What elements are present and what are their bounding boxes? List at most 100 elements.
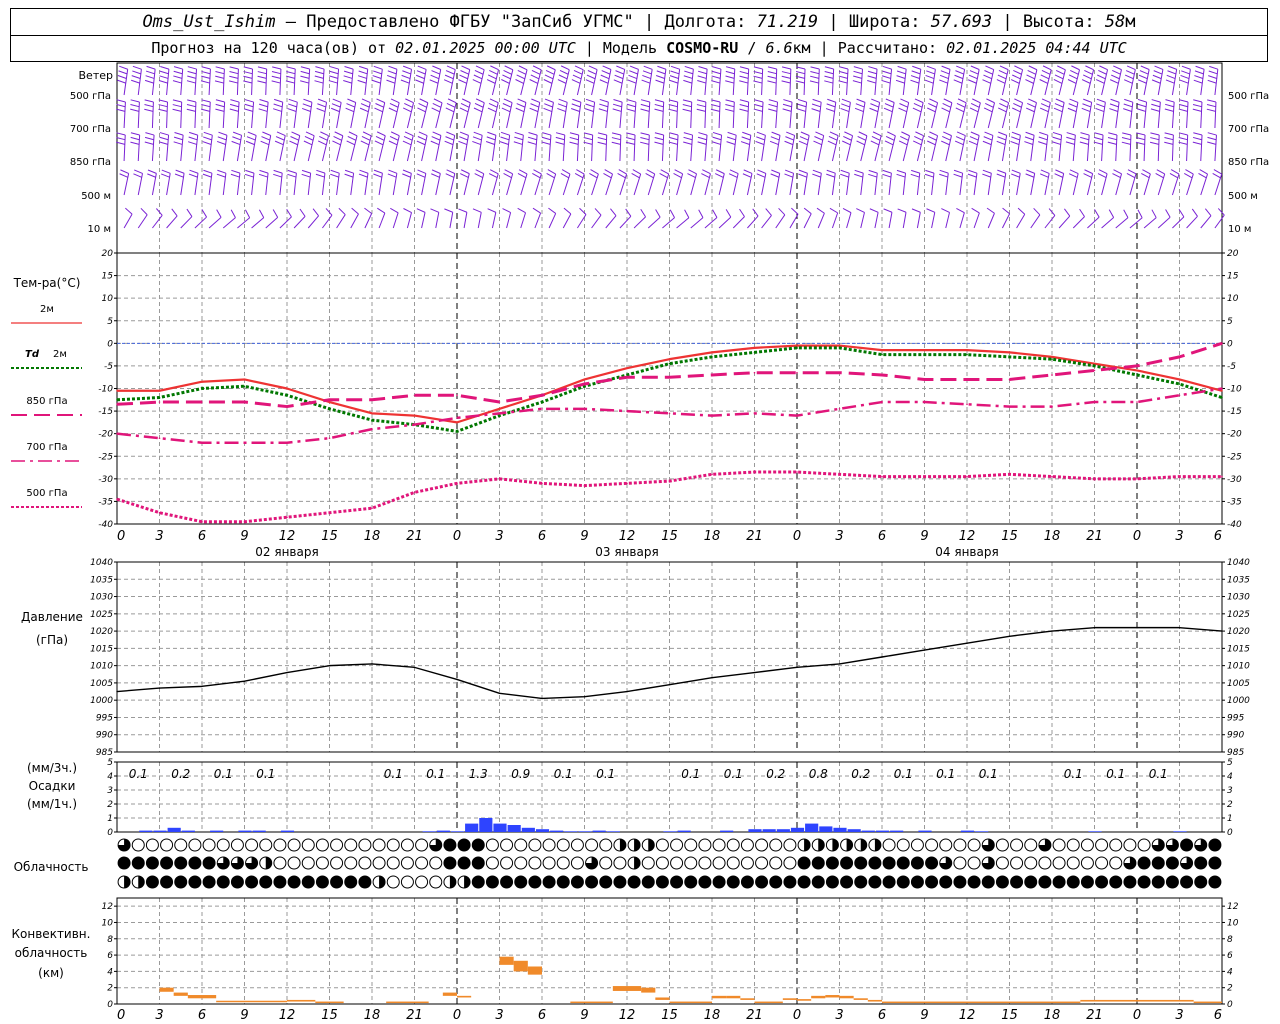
- cloud-cover-circle: [825, 856, 839, 870]
- temperature-point-t2m: [456, 421, 458, 424]
- wind-barb-flag: [884, 103, 894, 108]
- wind-barb-flag: [159, 75, 169, 79]
- wind-barb-shaft: [1214, 173, 1223, 196]
- cloud-cover-circle: [273, 875, 287, 889]
- temperature-point-t500: [668, 480, 671, 482]
- model-resolution: 6.6: [765, 39, 793, 57]
- wind-barb-flag: [1066, 136, 1076, 141]
- wind-barb-flag: [584, 108, 594, 112]
- precipitation-bar: [918, 830, 932, 832]
- cloud-cover-symbol: [330, 875, 344, 889]
- precip-3h-amount: 0.8: [809, 767, 828, 781]
- time-tick-label: 18: [364, 1008, 381, 1023]
- wind-barb-flag: [160, 66, 170, 70]
- temperature-point-td2m: [1136, 374, 1138, 376]
- wind-barb-flag: [475, 98, 485, 104]
- cloud-cover-symbol: [740, 838, 754, 852]
- wind-barb-shaft: [704, 101, 707, 129]
- wind-barb-flag: [1080, 136, 1089, 141]
- wind-barb-flag: [201, 70, 211, 75]
- wind-barb-flag: [1141, 173, 1150, 179]
- pressure-tick-label-left: 995: [96, 713, 113, 723]
- wind-barb-shaft: [732, 216, 745, 229]
- wind-barb-shaft: [1186, 215, 1198, 229]
- wind-barb-flag: [316, 169, 326, 174]
- pressure-point: [498, 692, 501, 694]
- wind-barb-flag: [230, 209, 236, 218]
- convective-cloud-bar: [159, 987, 174, 992]
- wind-barb-flag: [984, 131, 994, 136]
- wind-barb-flag: [130, 104, 140, 108]
- cloud-cover-symbol: [1151, 875, 1165, 889]
- wind-barb-shaft: [1157, 216, 1171, 229]
- cloud-cover-circle: [1095, 875, 1109, 889]
- wind-barb-flag: [896, 173, 906, 178]
- wind-barb-flag: [229, 75, 239, 79]
- temperature-point-t700: [1051, 405, 1053, 408]
- cloud-cover-symbol: [457, 856, 471, 870]
- cloud-cover-symbol: [655, 875, 669, 889]
- wind-barb-flag: [144, 104, 154, 108]
- wind-barb-flag: [359, 107, 369, 113]
- precip-3h-amount: 0.1: [979, 767, 998, 781]
- wind-barb-shaft: [633, 216, 646, 229]
- wind-barb-flag: [826, 169, 836, 174]
- wind-barb-flag: [838, 80, 848, 84]
- wind-barb-flag: [626, 103, 636, 108]
- wind-barb-flag: [597, 137, 607, 141]
- temperature-point-td2m: [1093, 365, 1096, 367]
- pressure-point: [243, 680, 246, 682]
- wind-barb-flag: [972, 98, 981, 104]
- cloud-cover-circle: [145, 856, 159, 870]
- precip-tick-label-right: 5: [1227, 758, 1233, 768]
- precipitation-bar: [805, 823, 819, 832]
- wind-barb-flag: [816, 207, 825, 214]
- wind-barb-flag: [1025, 173, 1035, 178]
- cloud-cover-circle: [613, 875, 627, 889]
- wind-barb-flag: [446, 102, 456, 108]
- wind-barb-flag: [232, 136, 241, 141]
- convective-tick-label-left: 6: [107, 951, 113, 961]
- cloud-cover-circle: [698, 838, 712, 852]
- wind-barb-flag: [739, 80, 749, 84]
- wind-barb-flag: [955, 70, 964, 75]
- wind-barb-flag: [1124, 98, 1133, 103]
- pressure-point: [838, 663, 841, 665]
- wind-barb-shaft: [1214, 214, 1225, 229]
- wind-barb-shaft: [817, 69, 820, 96]
- cloud-cover-symbol: [372, 875, 386, 889]
- time-tick-label: 3: [155, 1008, 163, 1023]
- cloud-cover-circle: [1038, 875, 1052, 889]
- cloud-cover-symbol: [1194, 856, 1208, 870]
- wind-barb-flag: [189, 169, 199, 174]
- wind-barb-flag: [215, 71, 225, 75]
- cloud-cover-circle: [372, 838, 386, 852]
- wind-barb-flag: [216, 173, 226, 178]
- pressure-point: [201, 685, 203, 688]
- wind-barb-flag: [614, 74, 624, 80]
- cloud-cover-circle: [174, 875, 188, 889]
- temperature-point-t700: [286, 441, 288, 444]
- temp-tick-label-right: 15: [1227, 272, 1239, 282]
- wind-barb-flag: [1164, 132, 1174, 136]
- wind-barb-flag: [271, 75, 281, 79]
- wind-barb-flag: [842, 207, 852, 214]
- wind-barb-flag: [1093, 141, 1103, 145]
- wind-barb-flag: [782, 108, 792, 112]
- wind-barb-flag: [1107, 141, 1117, 145]
- time-tick-label: 18: [1044, 1008, 1061, 1023]
- temperature-point-td2m: [1221, 396, 1223, 399]
- cloud-cover-symbol: [358, 875, 372, 889]
- wind-barb-flag: [1039, 131, 1048, 136]
- wind-barb-flag: [715, 173, 724, 178]
- cloud-cover-circle: [712, 856, 726, 870]
- wind-barb-flag: [388, 65, 398, 70]
- wind-barb-flag: [474, 69, 484, 75]
- cloud-cover-symbol: [726, 856, 740, 870]
- wind-barb-flag: [824, 75, 834, 79]
- wind-barb-flag: [1207, 136, 1217, 141]
- temperature-point-td2m: [328, 408, 331, 410]
- wind-barb-flag: [1084, 169, 1093, 175]
- wind-barb-flag: [715, 169, 725, 175]
- temp-tick-label-left: -20: [98, 430, 113, 440]
